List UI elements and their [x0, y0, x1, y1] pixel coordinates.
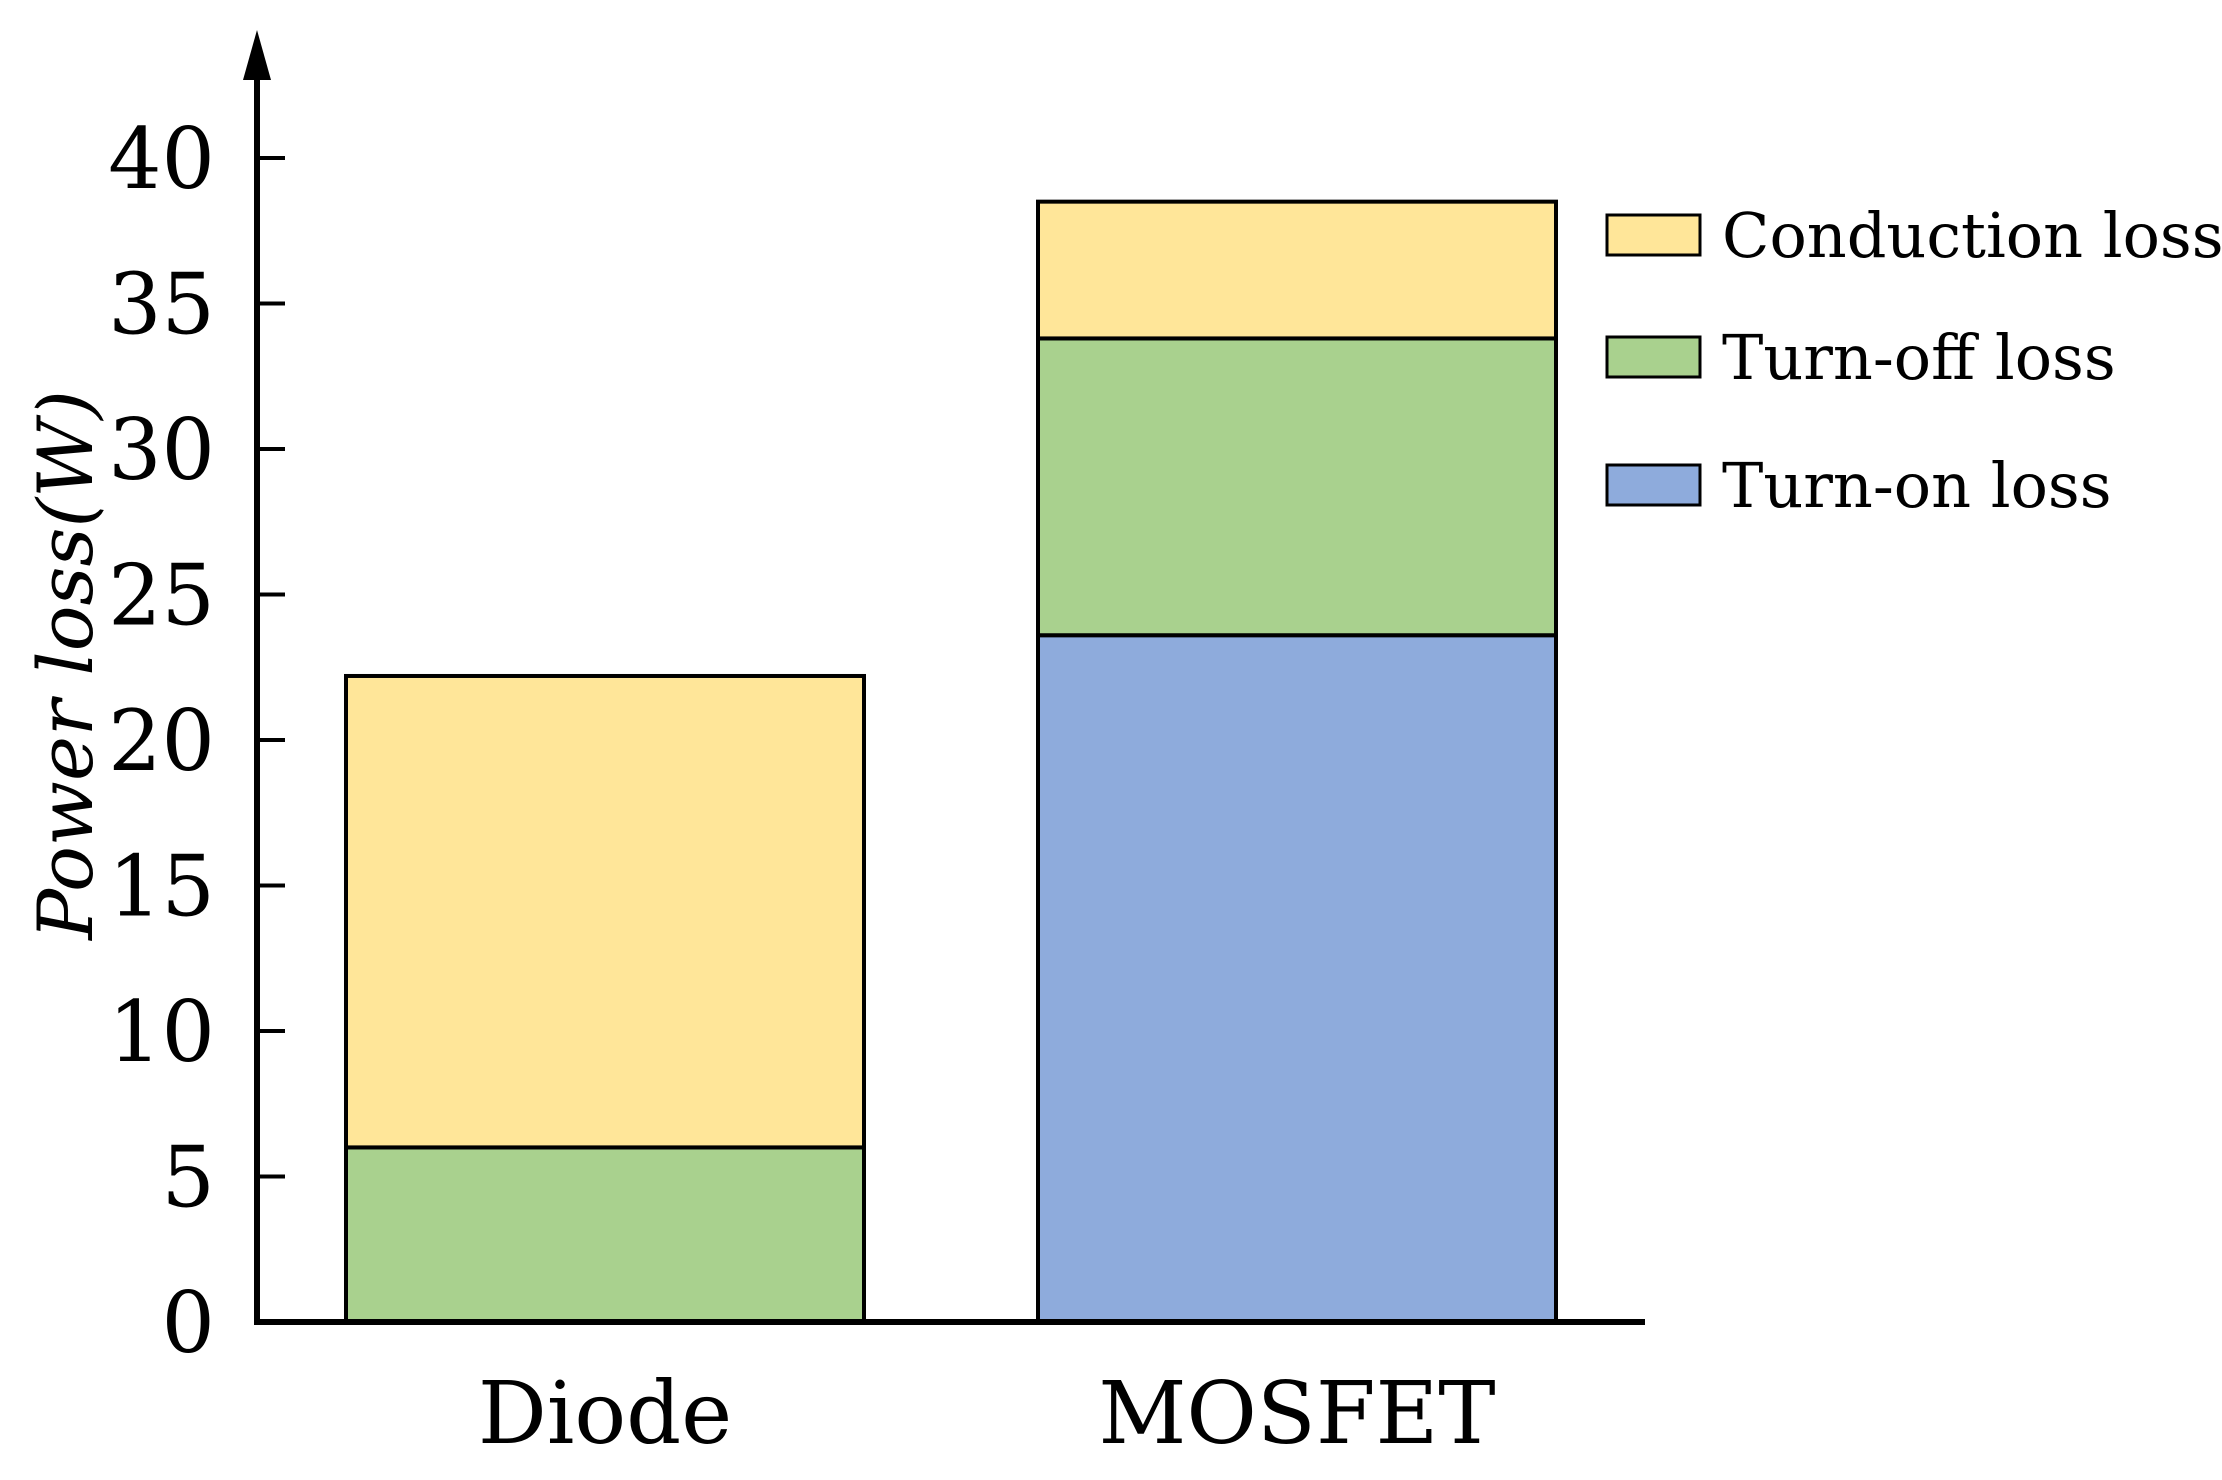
y-tick-label-40: 40 [108, 110, 215, 208]
bar-diode-conduction-loss [344, 673, 866, 1150]
legend-swatch-turn-on-loss [1605, 463, 1702, 507]
y-tick-label-15: 15 [108, 838, 215, 936]
y-tick-label-25: 25 [108, 547, 215, 645]
y-tick-label-10: 10 [108, 983, 215, 1081]
bars-group [344, 199, 1558, 1325]
bar-mosfet-turn-off-loss [1036, 336, 1558, 638]
x-category-label-mosfet: MOSFET [1098, 1364, 1495, 1464]
bar-diode-turn-off-loss [344, 1145, 866, 1325]
legend-swatch-conduction-loss [1605, 213, 1702, 257]
legend-label-conduction-loss: Conduction loss [1722, 199, 2222, 272]
y-axis-label: Power loss(W) [21, 390, 110, 942]
x-category-label-diode: Diode [478, 1364, 732, 1464]
x-categories-group: Diode MOSFET [478, 1364, 1496, 1464]
legend-label-turn-on-loss: Turn-on loss [1722, 449, 2112, 522]
bar-mosfet-turn-on-loss [1036, 633, 1558, 1324]
y-ticks-group: 0 5 10 15 20 25 30 35 40 [108, 110, 285, 1372]
y-tick-label-35: 35 [108, 256, 215, 354]
y-tick-label-30: 30 [108, 401, 215, 499]
y-tick-label-20: 20 [108, 692, 215, 790]
axes-group [243, 30, 1645, 1325]
legend: Conduction loss Turn-off loss Turn-on loss [1605, 199, 2222, 522]
y-axis-arrow [243, 30, 271, 80]
legend-label-turn-off-loss: Turn-off loss [1722, 321, 2116, 394]
y-tick-label-0: 0 [162, 1274, 215, 1372]
legend-swatch-turn-off-loss [1605, 335, 1702, 379]
bar-mosfet-conduction-loss [1036, 199, 1558, 341]
y-tick-label-5: 5 [162, 1129, 215, 1227]
